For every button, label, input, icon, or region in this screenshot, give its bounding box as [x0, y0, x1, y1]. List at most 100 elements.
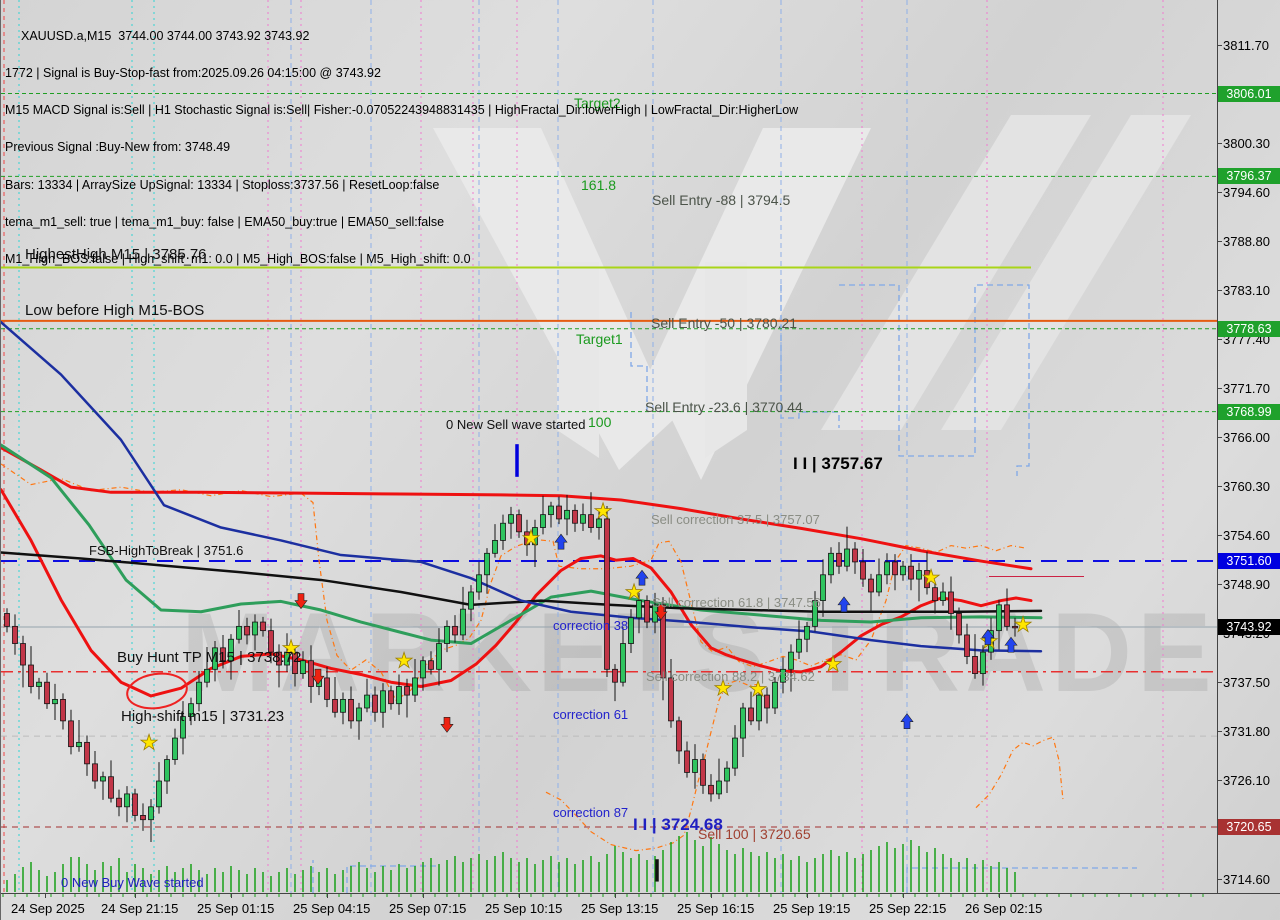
time-tick-label: 24 Sep 21:15	[101, 901, 179, 916]
channel-path[interactable]	[630, 312, 648, 410]
candle-bearish	[572, 509, 578, 524]
sell-100-label[interactable]: Sell 100 | 3720.65	[698, 826, 811, 842]
arrow-down-icon[interactable]	[654, 604, 668, 621]
arrow-up-icon[interactable]	[900, 713, 914, 730]
arrow-up-icon[interactable]	[635, 569, 649, 586]
price-tick-label: 3788.80	[1223, 234, 1270, 250]
candle-bearish	[556, 505, 562, 520]
star-marker-icon[interactable]: ★	[593, 499, 613, 524]
time-axis-line	[1, 893, 1280, 894]
arrow-up-icon[interactable]	[981, 629, 995, 645]
price-tick-label: 3794.60	[1223, 184, 1270, 200]
price-badge-3778-63: 3778.63	[1218, 320, 1280, 337]
correction-61-label[interactable]: correction 61	[553, 707, 629, 722]
price-tick-mark	[1217, 584, 1222, 586]
sell-correction-88-label[interactable]: Sell correction 88.2 | 3734.62	[646, 669, 815, 684]
star-marker-icon[interactable]: ★	[921, 565, 941, 590]
candle-bearish	[372, 694, 378, 713]
candle-bullish	[204, 668, 210, 683]
time-tick-label: 25 Sep 22:15	[869, 901, 947, 916]
candle-bearish	[1012, 625, 1018, 629]
candle-bearish	[292, 651, 298, 675]
candle-bullish	[188, 703, 194, 717]
candle-bearish	[68, 720, 74, 748]
candle-bearish	[44, 681, 50, 705]
time-tick-label: 25 Sep 07:15	[389, 901, 467, 916]
channel-path[interactable]	[906, 867, 1137, 893]
candle-bearish	[348, 698, 354, 722]
star-marker-icon[interactable]: ★	[624, 580, 644, 605]
star-marker-icon[interactable]: ★	[748, 677, 768, 702]
sell-entry-50-label[interactable]: Sell Entry -50 | 3780.21	[651, 315, 798, 331]
candle-bullish	[628, 617, 634, 644]
time-tick-mark	[615, 893, 616, 898]
low-before-high-label[interactable]: Low before High M15-BOS	[25, 302, 205, 319]
candle-bullish	[148, 806, 154, 821]
price-tick-mark	[1217, 486, 1222, 488]
candle-bearish	[860, 561, 866, 580]
candle-bullish	[716, 780, 722, 795]
candle-bullish	[236, 625, 242, 640]
price-tick-mark	[1217, 682, 1222, 684]
candle-bearish	[60, 698, 66, 722]
sell-entry-236-label[interactable]: Sell Entry -23.6 | 3770.44	[645, 399, 803, 415]
highest-high-label[interactable]: HighestHigh M15 | 3785.76	[25, 246, 207, 263]
candle-bullish	[52, 698, 58, 705]
delta-band-low	[545, 679, 762, 852]
candle-bullish	[196, 681, 202, 705]
buy-hunt-tp-label[interactable]: Buy Hunt TP M15 | 3738.72	[117, 649, 302, 666]
time-tick-label: 25 Sep 01:15	[197, 901, 275, 916]
new-buy-wave-label[interactable]: 0 New Buy Wave started	[61, 875, 204, 890]
star-marker-icon[interactable]: ★	[521, 525, 541, 550]
channel-path[interactable]	[839, 284, 1030, 476]
price-tick-label: 3800.30	[1223, 135, 1270, 151]
candle-bearish	[108, 776, 114, 799]
star-marker-icon[interactable]: ★	[823, 652, 843, 677]
arrow-up-icon[interactable]	[837, 596, 851, 613]
delta-band-right	[975, 736, 1064, 809]
delta-band-main	[1, 463, 1027, 702]
chart-info-overlay: XAUUSD.a,M15 3744.00 3744.00 3743.92 374…	[5, 5, 798, 278]
target2-label[interactable]: Target2	[574, 95, 621, 111]
correction-38-label[interactable]: correction 38	[553, 618, 629, 633]
candle-bearish	[524, 531, 530, 546]
candle-bearish	[588, 514, 594, 528]
price-badge-3751-60: 3751.60	[1218, 553, 1280, 570]
sell-correction-37-label[interactable]: Sell correction 37.5 | 3757.07	[651, 512, 820, 527]
star-marker-icon[interactable]: ★	[281, 635, 301, 660]
candle-bullish	[812, 600, 818, 627]
candle-bullish	[620, 643, 626, 683]
price-tick-label: 3771.70	[1223, 381, 1270, 397]
correction-87-label[interactable]: correction 87	[553, 805, 629, 820]
highlight-ellipse[interactable]	[125, 670, 189, 712]
swing-low-label[interactable]: I I | 3724.68	[633, 815, 723, 834]
candle-bullish	[564, 509, 570, 520]
candle-bearish	[932, 587, 938, 601]
target1-label[interactable]: Target1	[576, 331, 623, 347]
price-tick-label: 3783.10	[1223, 283, 1270, 299]
arrow-down-icon[interactable]	[294, 593, 308, 610]
swing-high-label[interactable]: I I | 3757.67	[793, 454, 883, 473]
star-marker-icon[interactable]: ★	[139, 730, 159, 755]
candle-bullish	[724, 767, 730, 782]
fib-100-label[interactable]: 100	[588, 414, 612, 430]
candle-bullish	[420, 660, 426, 679]
candle-bullish	[940, 591, 946, 601]
candle-bullish	[252, 621, 258, 636]
fsb-high-to-break-label[interactable]: FSB-HighToBreak | 3751.6	[89, 543, 244, 558]
candle-bearish	[404, 686, 410, 696]
arrow-down-icon[interactable]	[440, 717, 454, 733]
star-marker-icon[interactable]: ★	[1013, 612, 1033, 637]
sell-correction-61-label[interactable]: Sell correction 61.8 | 3747.56	[652, 595, 821, 610]
new-sell-wave-label[interactable]: 0 New Sell wave started	[446, 417, 586, 432]
high-shift-label[interactable]: High-shift m15 | 3731.23	[121, 708, 285, 725]
arrow-up-icon[interactable]	[1004, 636, 1018, 653]
candle-bearish	[668, 677, 674, 722]
candle-bearish	[868, 578, 874, 593]
arrow-up-icon[interactable]	[554, 533, 568, 550]
star-marker-icon[interactable]: ★	[394, 648, 414, 673]
arrow-down-icon[interactable]	[311, 668, 325, 685]
candle-bullish	[36, 681, 42, 687]
star-marker-icon[interactable]: ★	[713, 676, 733, 701]
